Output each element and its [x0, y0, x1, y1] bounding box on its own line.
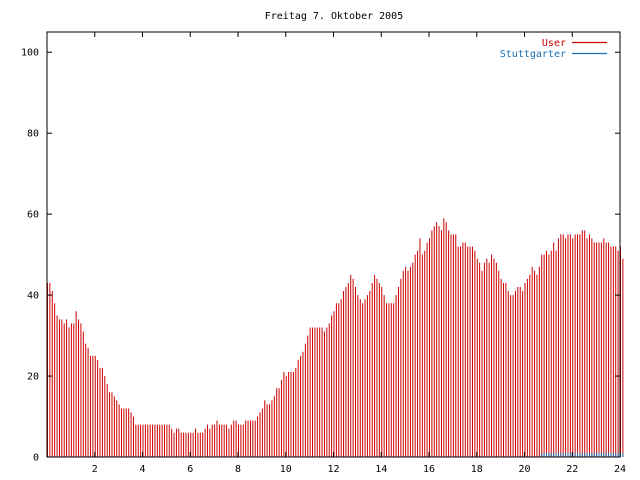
chart-title: Freitag 7. Oktober 2005 — [265, 11, 403, 22]
series-stuttgarter — [541, 452, 624, 457]
x-tick-label: 14 — [375, 464, 387, 475]
x-tick-label: 2 — [92, 464, 98, 475]
y-tick-label: 20 — [27, 372, 39, 383]
y-tick-label: 0 — [33, 453, 39, 464]
x-tick-label: 20 — [518, 464, 530, 475]
x-tick-label: 12 — [327, 464, 339, 475]
x-tick-label: 4 — [139, 464, 145, 475]
y-tick-label: 60 — [27, 210, 39, 221]
legend: User Stuttgarter — [500, 38, 607, 60]
legend-label-stuttgarter: Stuttgarter — [500, 49, 566, 60]
y-tick-label: 80 — [27, 129, 39, 140]
x-tick-label: 8 — [235, 464, 241, 475]
y-tick-label: 100 — [21, 48, 39, 59]
x-tick-label: 24 — [614, 464, 626, 475]
x-tick-label: 22 — [566, 464, 578, 475]
x-tick-label: 6 — [187, 464, 193, 475]
series-user — [47, 218, 624, 457]
legend-label-user: User — [542, 38, 566, 49]
x-tick-label: 10 — [280, 464, 292, 475]
x-tick-label: 16 — [423, 464, 435, 475]
x-tick-label: 18 — [471, 464, 483, 475]
y-tick-label: 40 — [27, 291, 39, 302]
